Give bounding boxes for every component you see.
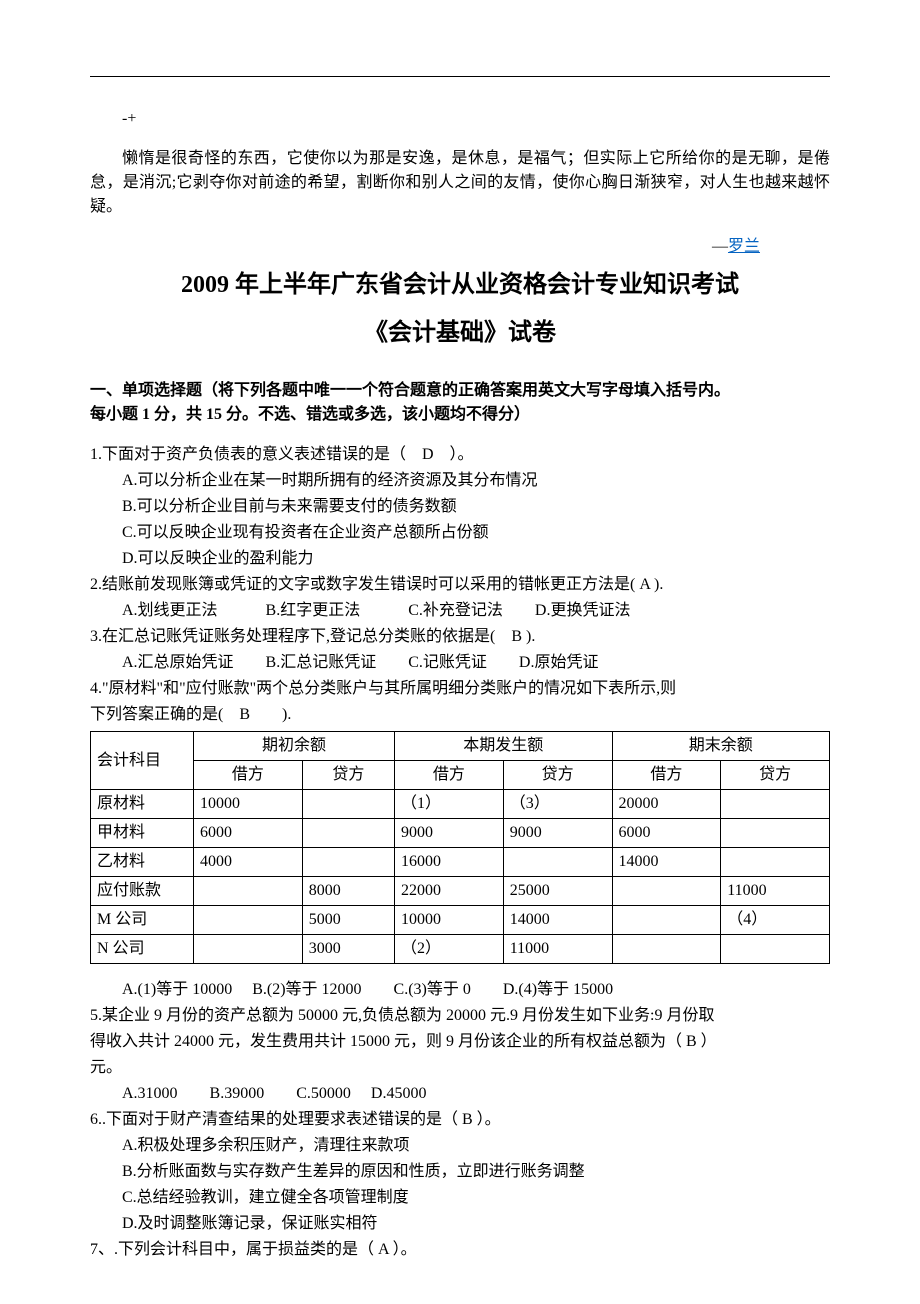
top-rule [90, 76, 830, 77]
cell: 11000 [503, 935, 612, 964]
exam-subtitle: 《会计基础》试卷 [90, 315, 830, 351]
question-5-line1: 5.某企业 9 月份的资产总额为 50000 元,负债总额为 20000 元.9… [90, 1004, 830, 1028]
cell [612, 935, 721, 964]
cell-subject: 应付账款 [91, 877, 194, 906]
section-1-heading-line2: 每小题 1 分，共 15 分。不选、错选或多选，该小题均不得分） [90, 403, 830, 427]
cell: 8000 [302, 877, 394, 906]
epigraph-quote: 懒惰是很奇怪的东西，它使你以为那是安逸，是休息，是福气；但实际上它所给你的是无聊… [90, 147, 830, 219]
cell: 14000 [612, 848, 721, 877]
table-header-row-1: 会计科目 期初余额 本期发生额 期末余额 [91, 732, 830, 761]
cell: 9000 [503, 819, 612, 848]
question-2-options: A.划线更正法 B.红字更正法 C.补充登记法 D.更换凭证法 [90, 599, 830, 623]
cell-subject: M 公司 [91, 906, 194, 935]
question-1: 1.下面对于资产负债表的意义表述错误的是（ D ）。 [90, 443, 830, 467]
epigraph-author: —罗兰 [90, 235, 830, 259]
cell [721, 819, 830, 848]
cell-subject: 甲材料 [91, 819, 194, 848]
cell-subject: 乙材料 [91, 848, 194, 877]
cell [721, 935, 830, 964]
question-4-table: 会计科目 期初余额 本期发生额 期末余额 借方 贷方 借方 贷方 借方 贷方 原… [90, 731, 830, 964]
question-7: 7、.下列会计科目中，属于损益类的是（ A ）。 [90, 1238, 830, 1262]
question-1-option-c: C.可以反映企业现有投资者在企业资产总额所占份额 [90, 521, 830, 545]
cell: 5000 [302, 906, 394, 935]
cell: 22000 [395, 877, 504, 906]
table-row: 应付账款 8000 22000 25000 11000 [91, 877, 830, 906]
cell [721, 790, 830, 819]
section-1-heading-line1: 一、单项选择题（将下列各题中唯一一个符合题意的正确答案用英文大写字母填入括号内。 [90, 379, 830, 403]
th-open-debit: 借方 [194, 761, 303, 790]
cell [302, 790, 394, 819]
cell: 25000 [503, 877, 612, 906]
cell: 3000 [302, 935, 394, 964]
cell: 9000 [395, 819, 504, 848]
cell: 10000 [194, 790, 303, 819]
cell: 11000 [721, 877, 830, 906]
cell: （3） [503, 790, 612, 819]
marker-text: -+ [90, 107, 830, 131]
cell-subject: 原材料 [91, 790, 194, 819]
question-4-line2: 下列答案正确的是( B ). [90, 703, 830, 727]
cell: 14000 [503, 906, 612, 935]
table-row: 甲材料 6000 9000 9000 6000 [91, 819, 830, 848]
page: -+ 懒惰是很奇怪的东西，它使你以为那是安逸，是休息，是福气；但实际上它所给你的… [0, 0, 920, 1304]
question-6-option-d: D.及时调整账簿记录，保证账实相符 [90, 1212, 830, 1236]
question-4-options: A.(1)等于 10000 B.(2)等于 12000 C.(3)等于 0 D.… [90, 978, 830, 1002]
question-5-options: A.31000 B.39000 C.50000 D.45000 [90, 1082, 830, 1106]
question-6-option-b: B.分析账面数与实存数产生差异的原因和性质，立即进行账务调整 [90, 1160, 830, 1184]
question-2: 2.结账前发现账簿或凭证的文字或数字发生错误时可以采用的错帐更正方法是( A )… [90, 573, 830, 597]
exam-title: 2009 年上半年广东省会计从业资格会计专业知识考试 [90, 267, 830, 303]
table-header-row-2: 借方 贷方 借方 贷方 借方 贷方 [91, 761, 830, 790]
question-3: 3.在汇总记账凭证账务处理程序下,登记总分类账的依据是( B ). [90, 625, 830, 649]
question-1-option-b: B.可以分析企业目前与未来需要支付的债务数额 [90, 495, 830, 519]
cell-subject: N 公司 [91, 935, 194, 964]
question-1-option-d: D.可以反映企业的盈利能力 [90, 547, 830, 571]
question-5-line3: 元。 [90, 1056, 830, 1080]
cell: 6000 [194, 819, 303, 848]
th-opening: 期初余额 [194, 732, 395, 761]
th-subject: 会计科目 [91, 732, 194, 790]
question-5-line2: 得收入共计 24000 元，发生费用共计 15000 元，则 9 月份该企业的所… [90, 1030, 830, 1054]
cell: （4） [721, 906, 830, 935]
table-row: 乙材料 4000 16000 14000 [91, 848, 830, 877]
cell [194, 935, 303, 964]
cell: （2） [395, 935, 504, 964]
th-current: 本期发生额 [395, 732, 612, 761]
cell: 20000 [612, 790, 721, 819]
cell: 6000 [612, 819, 721, 848]
question-6-option-c: C.总结经验教训，建立健全各项管理制度 [90, 1186, 830, 1210]
cell [194, 877, 303, 906]
th-closing: 期末余额 [612, 732, 830, 761]
cell [194, 906, 303, 935]
question-6: 6..下面对于财产清查结果的处理要求表述错误的是（ B ）。 [90, 1108, 830, 1132]
table-row: 原材料 10000 （1） （3） 20000 [91, 790, 830, 819]
cell [612, 906, 721, 935]
author-dash: — [712, 238, 728, 255]
th-open-credit: 贷方 [302, 761, 394, 790]
question-3-options: A.汇总原始凭证 B.汇总记账凭证 C.记账凭证 D.原始凭证 [90, 651, 830, 675]
question-1-option-a: A.可以分析企业在某一时期所拥有的经济资源及其分布情况 [90, 469, 830, 493]
cell: （1） [395, 790, 504, 819]
cell [612, 877, 721, 906]
section-1-heading: 一、单项选择题（将下列各题中唯一一个符合题意的正确答案用英文大写字母填入括号内。… [90, 379, 830, 427]
question-6-option-a: A.积极处理多余积压财产，清理往来款项 [90, 1134, 830, 1158]
th-cur-credit: 贷方 [503, 761, 612, 790]
table-row: M 公司 5000 10000 14000 （4） [91, 906, 830, 935]
question-4-line1: 4."原材料"和"应付账款"两个总分类账户与其所属明细分类账户的情况如下表所示,… [90, 677, 830, 701]
cell [302, 848, 394, 877]
cell: 4000 [194, 848, 303, 877]
cell [721, 848, 830, 877]
cell: 10000 [395, 906, 504, 935]
cell: 16000 [395, 848, 504, 877]
table-row: N 公司 3000 （2） 11000 [91, 935, 830, 964]
cell [302, 819, 394, 848]
th-cur-debit: 借方 [395, 761, 504, 790]
th-close-debit: 借方 [612, 761, 721, 790]
th-close-credit: 贷方 [721, 761, 830, 790]
cell [503, 848, 612, 877]
author-name-link[interactable]: 罗兰 [728, 238, 760, 255]
